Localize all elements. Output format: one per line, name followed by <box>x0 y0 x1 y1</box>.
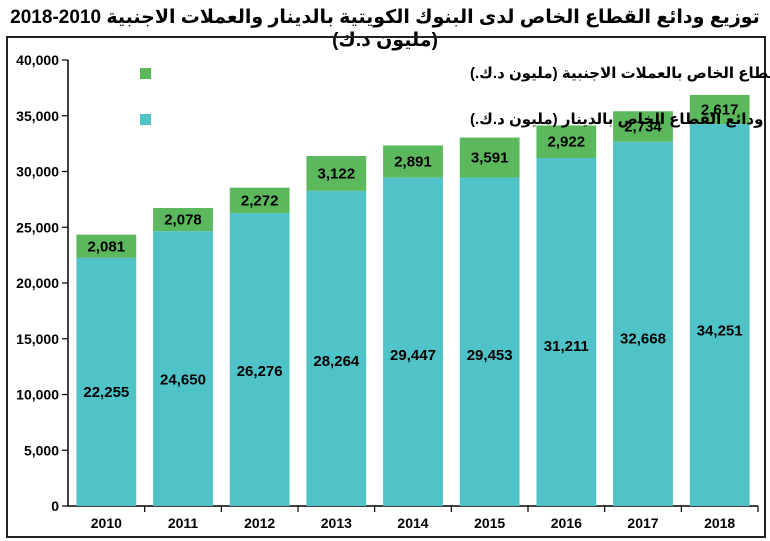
data-label-foreign: 2,922 <box>548 134 586 151</box>
bar-dinar <box>383 177 443 506</box>
bar-foreign <box>613 111 673 142</box>
data-label-foreign: 2,891 <box>394 154 432 171</box>
x-tick-label: 2018 <box>704 515 735 531</box>
data-label-foreign: 3,122 <box>318 165 356 182</box>
y-tick-label: 10,000 <box>16 387 59 403</box>
bar-foreign <box>229 187 290 214</box>
bar-foreign <box>459 137 520 178</box>
chart-title: توزيع ودائع القطاع الخاص لدى البنوك الكو… <box>10 7 760 51</box>
y-tick-label: 40,000 <box>16 52 59 68</box>
data-label-dinar: 32,668 <box>620 330 666 347</box>
legend-swatch-dinar <box>140 114 151 125</box>
bar-dinar <box>306 190 367 507</box>
data-label-foreign: 2,617 <box>701 102 739 119</box>
bar-dinar <box>613 141 673 506</box>
y-tick-label: 20,000 <box>16 275 59 291</box>
legend-label-dinar: ودائع القطاع الخاص بالدينار (مليون د.ك.) <box>470 111 763 128</box>
data-label-foreign: 3,591 <box>471 150 509 167</box>
x-tick-label: 2011 <box>168 515 199 531</box>
data-label-foreign: 2,272 <box>241 192 279 209</box>
bar-foreign <box>383 145 443 178</box>
bar-foreign <box>306 156 367 191</box>
x-tick-label: 2016 <box>551 515 582 531</box>
bar-dinar <box>459 177 520 506</box>
data-label-dinar: 22,255 <box>83 384 129 401</box>
y-tick-label: 0 <box>51 498 59 514</box>
y-tick-label: 30,000 <box>16 164 59 180</box>
y-tick-label: 35,000 <box>16 108 59 124</box>
data-label-foreign: 2,734 <box>624 119 662 136</box>
bar-foreign <box>689 94 750 125</box>
y-tick-label: 15,000 <box>16 331 59 347</box>
bar-foreign <box>76 234 137 258</box>
data-label-dinar: 29,453 <box>467 347 513 364</box>
y-tick-label: 5,000 <box>24 442 59 458</box>
data-label-dinar: 34,251 <box>697 322 743 339</box>
data-label-dinar: 31,211 <box>544 338 589 355</box>
bar-dinar <box>689 124 750 506</box>
bar-dinar <box>229 213 290 507</box>
bar-dinar <box>76 257 137 506</box>
data-label-dinar: 29,447 <box>390 347 436 364</box>
data-label-dinar: 28,264 <box>313 353 360 370</box>
bar-foreign <box>536 125 597 158</box>
plot-container <box>6 36 766 538</box>
data-label-foreign: 2,078 <box>164 212 202 229</box>
bar-dinar <box>153 231 213 506</box>
legend-label-foreign: ودائع القطاع الخاص بالعملات الاجنبية (مل… <box>470 65 770 82</box>
data-label-dinar: 24,650 <box>160 372 206 389</box>
data-label-foreign: 2,081 <box>88 238 126 255</box>
bar-dinar <box>536 157 597 506</box>
legend-swatch-foreign <box>140 68 151 79</box>
x-tick-label: 2015 <box>474 515 505 531</box>
y-tick-label: 25,000 <box>16 219 59 235</box>
x-tick-label: 2017 <box>627 515 658 531</box>
x-tick-label: 2014 <box>397 515 428 531</box>
x-tick-label: 2010 <box>91 515 122 531</box>
x-tick-label: 2013 <box>321 515 352 531</box>
x-tick-label: 2012 <box>244 515 275 531</box>
bar-foreign <box>153 207 213 232</box>
data-label-dinar: 26,276 <box>237 363 283 380</box>
